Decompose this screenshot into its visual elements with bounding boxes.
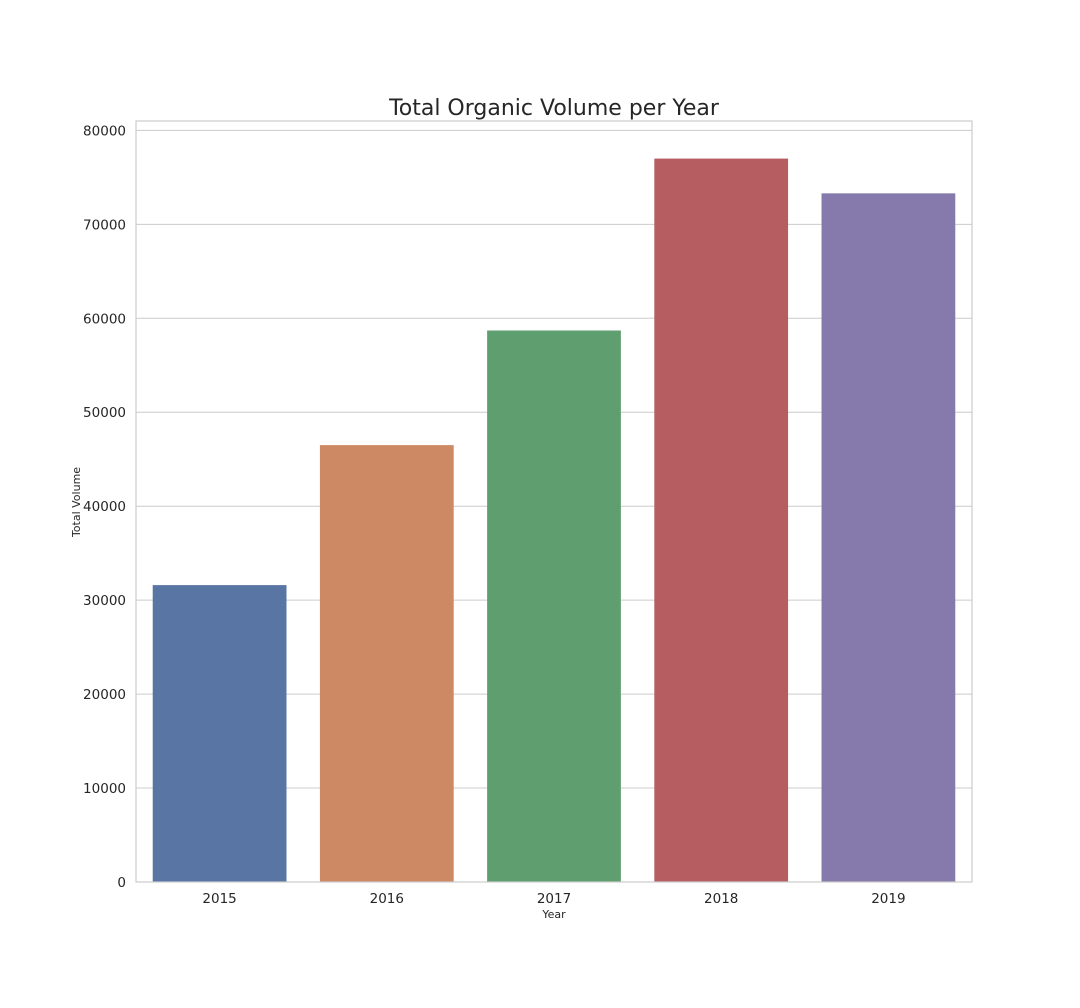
bar-2016 <box>319 445 454 882</box>
y-tick-label: 40000 <box>83 499 126 515</box>
y-tick-label: 30000 <box>83 593 126 609</box>
y-tick-label: 10000 <box>83 781 126 797</box>
y-tick-label: 0 <box>117 875 126 891</box>
bar-2019 <box>821 193 956 882</box>
bar-2015 <box>152 585 287 882</box>
y-tick-label: 20000 <box>83 687 126 703</box>
y-tick-label: 80000 <box>83 123 126 139</box>
y-tick-label: 70000 <box>83 217 126 233</box>
x-tick-label-2019: 2019 <box>871 891 905 907</box>
bar-2018 <box>654 158 789 882</box>
plot-frame <box>135 120 973 883</box>
x-tick-label-2016: 2016 <box>370 891 404 907</box>
x-tick-label-2017: 2017 <box>537 891 571 907</box>
y-tick-label: 50000 <box>83 405 126 421</box>
x-axis-label: Year <box>541 908 566 921</box>
x-tick-label-2015: 2015 <box>202 891 236 907</box>
x-tick-label-2018: 2018 <box>704 891 738 907</box>
bar-2017 <box>487 330 621 882</box>
chart-title: Total Organic Volume per Year <box>388 96 720 121</box>
x-tick-labels: 2015 2016 2017 2018 2019 <box>202 891 905 907</box>
y-tick-label: 60000 <box>83 311 126 327</box>
y-tick-labels: 0 10000 20000 30000 40000 50000 60000 70000 8000… <box>83 123 126 891</box>
y-axis-label: Total Volume <box>70 467 83 538</box>
bar-layer <box>152 158 956 882</box>
